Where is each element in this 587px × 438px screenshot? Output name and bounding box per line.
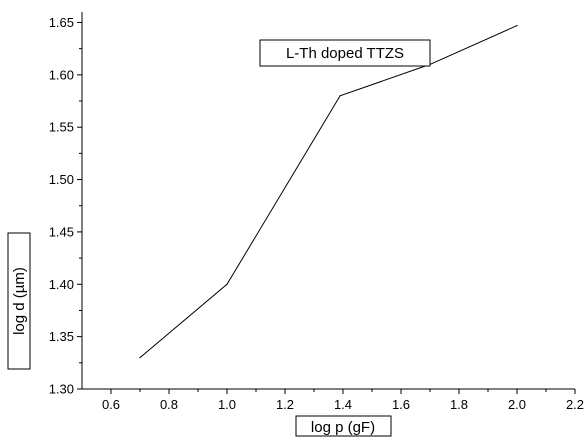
- series-line: [139, 25, 518, 358]
- y-tick-label: 1.45: [49, 224, 74, 239]
- x-tick-label: 1.8: [450, 397, 468, 412]
- y-axis-title: log d (µm): [7, 232, 31, 370]
- data-point: [516, 25, 518, 27]
- x-axis-title-box: [295, 415, 392, 437]
- data-point: [139, 356, 141, 359]
- x-tick-label: 1.2: [276, 397, 294, 412]
- x-tick-label: 1.0: [218, 397, 236, 412]
- x-tick-label: 1.4: [334, 397, 352, 412]
- y-tick-label: 1.30: [49, 382, 74, 397]
- y-tick-label: 1.35: [49, 329, 74, 344]
- data-point: [226, 283, 228, 285]
- x-tick-label: 2.2: [566, 397, 584, 412]
- y-tick-label: 1.40: [49, 277, 74, 292]
- y-tick-label: 1.65: [49, 15, 74, 30]
- y-tick-label: 1.60: [49, 67, 74, 82]
- y-tick-label: 1.55: [49, 120, 74, 135]
- y-axis-ticks: 1.30 1.35 1.40 1.45 1.50 1.55 1.60 1.65: [49, 15, 82, 397]
- legend: L-Th doped TTZS: [259, 39, 431, 67]
- x-axis-title-text: log p (gF): [311, 419, 375, 436]
- y-axis-title-box: [7, 232, 31, 370]
- x-tick-label: 1.6: [392, 397, 410, 412]
- x-axis-title: log p (gF): [295, 415, 392, 437]
- x-axis-ticks: 0.6 0.8 1.0 1.2 1.4 1.6 1.8 2.0 2.2: [102, 389, 584, 412]
- x-tick-label: 0.6: [102, 397, 120, 412]
- series-group: [139, 25, 518, 359]
- y-tick-label: 1.50: [49, 172, 74, 187]
- x-tick-label: 0.8: [160, 397, 178, 412]
- x-tick-label: 2.0: [508, 397, 526, 412]
- y-axis-title-text: log d (µm): [11, 267, 28, 335]
- legend-series-name: L-Th doped TTZS: [286, 45, 404, 62]
- axes: [81, 12, 575, 390]
- data-point: [339, 95, 341, 97]
- legend-box: [259, 39, 431, 67]
